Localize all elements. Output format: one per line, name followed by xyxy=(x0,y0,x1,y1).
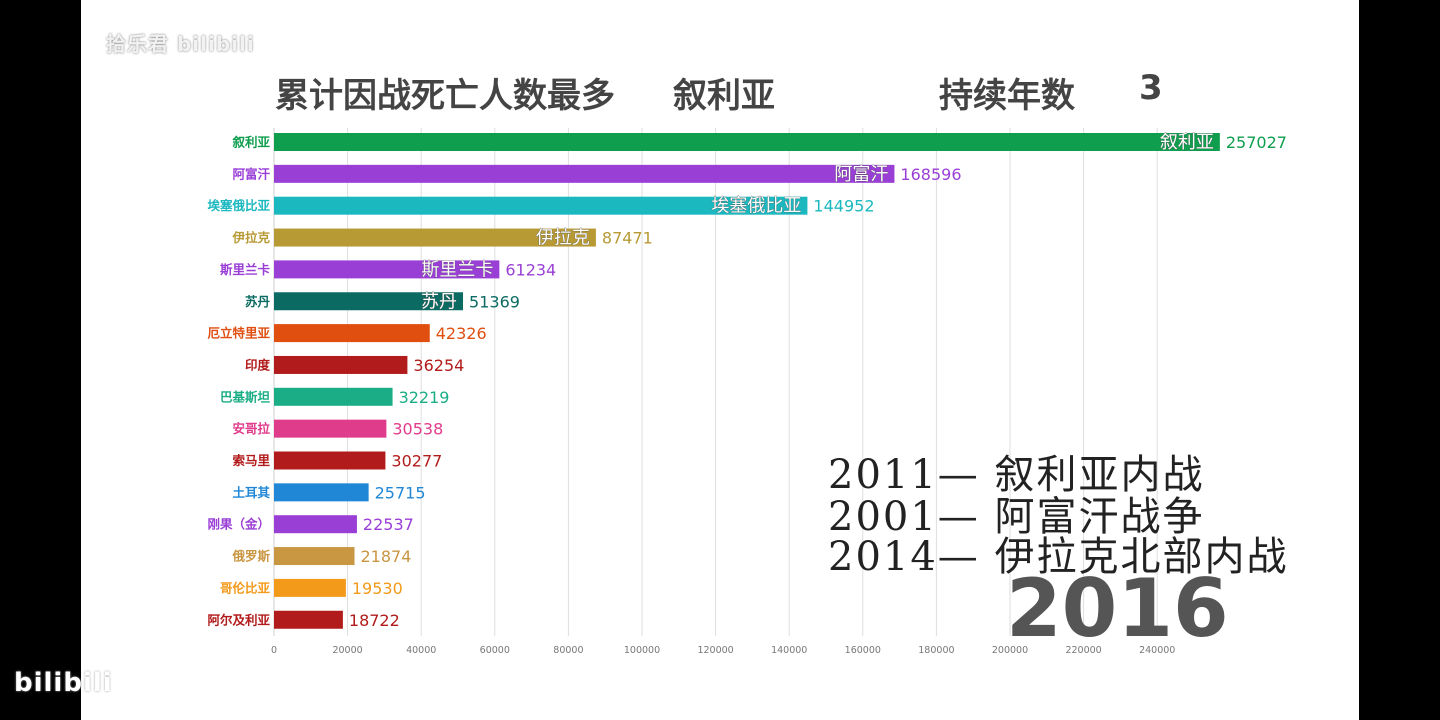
x-axis-ticks: 0 20000 40000 60000 80000 100000 120000 140000 1… xyxy=(271,645,1175,656)
bar xyxy=(274,610,343,629)
category-label: 阿尔及利亚 xyxy=(207,612,270,627)
bar-value-label: 32219 xyxy=(399,388,450,407)
bar xyxy=(274,547,355,566)
category-label: 刚果（金） xyxy=(207,517,270,532)
bar-value-label: 87471 xyxy=(602,229,653,248)
bar-value-label: 21874 xyxy=(360,547,411,566)
bar-inside-label: 伊拉克 xyxy=(536,228,590,249)
bilibili-watermark-bottom: bilibili xyxy=(14,668,113,698)
note-line-3: 2014— 伊拉克北部内战 xyxy=(828,534,1289,580)
bar xyxy=(274,324,430,343)
chart-bars: 叙利亚 叙利亚 257027 阿富汗 阿富汗 168596 埃塞俄比亚 埃塞俄比亚 144952… xyxy=(207,132,1286,630)
x-tick-label: 80000 xyxy=(553,645,583,656)
category-label: 伊拉克 xyxy=(231,230,270,245)
x-tick-label: 240000 xyxy=(1139,645,1175,656)
current-year: 2016 xyxy=(1006,562,1229,655)
category-label: 印度 xyxy=(245,357,271,372)
bar-value-label: 22537 xyxy=(363,515,414,534)
bar-value-label: 144952 xyxy=(813,197,874,216)
bar-value-label: 51369 xyxy=(469,292,520,311)
bar-chart: 叙利亚 叙利亚 257027 阿富汗 阿富汗 168596 埃塞俄比亚 埃塞俄比亚 144952… xyxy=(207,128,1287,656)
video-frame: 叙利亚 叙利亚 257027 阿富汗 阿富汗 168596 埃塞俄比亚 埃塞俄比亚 144952… xyxy=(81,0,1359,720)
category-label: 叙利亚 xyxy=(232,135,270,150)
bar xyxy=(274,292,464,311)
category-label: 斯里兰卡 xyxy=(220,262,271,277)
bar-inside-label: 埃塞俄比亚 xyxy=(711,196,801,217)
bilibili-watermark-top: 拾乐君 bilibili xyxy=(106,32,255,56)
bar-value-label: 25715 xyxy=(375,483,426,502)
category-label: 索马里 xyxy=(232,453,270,468)
bar-value-label: 257027 xyxy=(1226,133,1287,152)
bar xyxy=(274,419,387,438)
bar-value-label: 19530 xyxy=(352,579,403,598)
bar-value-label: 30277 xyxy=(391,452,442,471)
x-tick-label: 140000 xyxy=(771,645,807,656)
note-line-2: 2001— 阿富汗战争 xyxy=(828,494,1205,540)
category-label: 巴基斯坦 xyxy=(220,389,271,404)
bar-inside-label: 斯里兰卡 xyxy=(421,259,493,280)
x-tick-label: 100000 xyxy=(624,645,660,656)
bar xyxy=(274,164,895,183)
x-tick-label: 220000 xyxy=(1065,645,1101,656)
bar-value-label: 18722 xyxy=(349,611,400,630)
x-tick-label: 120000 xyxy=(697,645,733,656)
bar xyxy=(274,196,808,215)
bar xyxy=(274,260,500,279)
category-label: 厄立特里亚 xyxy=(207,326,270,341)
bar-value-label: 61234 xyxy=(505,260,556,279)
x-tick-label: 160000 xyxy=(845,645,881,656)
title-top-country: 叙利亚 xyxy=(673,76,775,116)
bar xyxy=(274,578,346,597)
bar-inside-label: 苏丹 xyxy=(421,291,457,312)
bar-value-label: 42326 xyxy=(436,324,487,343)
category-label: 安哥拉 xyxy=(232,421,270,436)
x-tick-label: 200000 xyxy=(992,645,1028,656)
bar-value-label: 30538 xyxy=(392,420,443,439)
category-label: 埃塞俄比亚 xyxy=(207,198,270,213)
note-line-1: 2011— 叙利亚内战 xyxy=(828,452,1205,498)
x-tick-label: 40000 xyxy=(406,645,436,656)
x-tick-label: 180000 xyxy=(918,645,954,656)
x-tick-label: 60000 xyxy=(480,645,510,656)
bar xyxy=(274,387,393,406)
bar-value-label: 36254 xyxy=(413,356,464,375)
category-label: 阿富汗 xyxy=(232,166,270,181)
bar-inside-label: 叙利亚 xyxy=(1160,132,1214,153)
x-tick-label: 0 xyxy=(271,645,277,656)
x-tick-label: 20000 xyxy=(332,645,362,656)
bar-value-label: 168596 xyxy=(900,165,961,184)
title-most-deaths: 累计因战死亡人数最多 xyxy=(275,76,615,116)
category-label: 哥伦比亚 xyxy=(220,580,271,595)
category-label: 苏丹 xyxy=(245,294,271,309)
bar-inside-label: 阿富汗 xyxy=(834,164,888,185)
category-label: 土耳其 xyxy=(232,485,270,500)
bar xyxy=(274,355,408,374)
bar xyxy=(274,228,596,247)
title-duration-label: 持续年数 xyxy=(939,76,1075,116)
bar xyxy=(274,133,1220,151)
bar xyxy=(274,483,369,502)
bar xyxy=(274,451,386,470)
bar xyxy=(274,515,357,534)
title-duration-value: 3 xyxy=(1139,68,1163,108)
category-label: 俄罗斯 xyxy=(231,549,270,564)
